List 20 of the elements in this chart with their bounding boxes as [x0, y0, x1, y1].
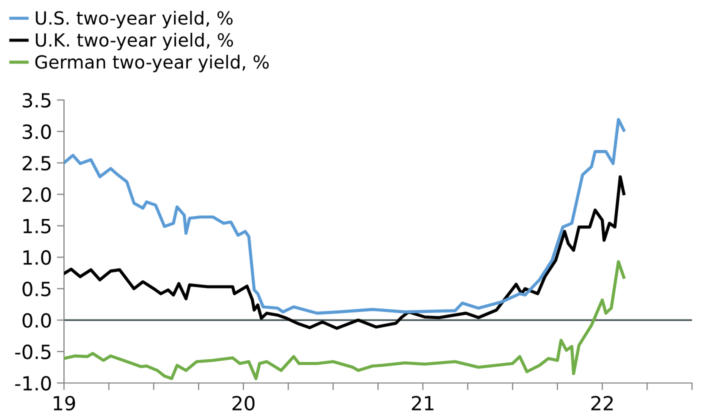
y-tick-label: 0.0 [22, 313, 51, 328]
y-tick-label: 3.5 [22, 92, 50, 108]
legend-label: U.S. two-year yield, % [36, 10, 233, 28]
legend-label: German two-year yield, % [35, 54, 269, 72]
x-tick-label: 19 [54, 396, 76, 411]
y-tick-label: 0.5 [22, 282, 50, 296]
line-series [64, 260, 626, 380]
x-tick-label: 22 [591, 396, 613, 410]
y-tick-label: 1.0 [23, 250, 51, 265]
y-tick-label: -0.5 [15, 344, 50, 360]
legend-label: U.K. two-year yield, % [36, 32, 233, 50]
x-tick-label: 20 [232, 396, 255, 411]
y-tick-label: 3.0 [22, 124, 51, 140]
y-tick-label: -1.0 [15, 376, 51, 391]
line-series [64, 118, 626, 315]
y-tick-label: 1.5 [23, 218, 50, 234]
y-tick-label: 2.5 [22, 156, 50, 171]
y-tick-label: 2.0 [22, 187, 51, 202]
x-tick-label: 21 [412, 396, 434, 410]
line-series [64, 175, 626, 330]
